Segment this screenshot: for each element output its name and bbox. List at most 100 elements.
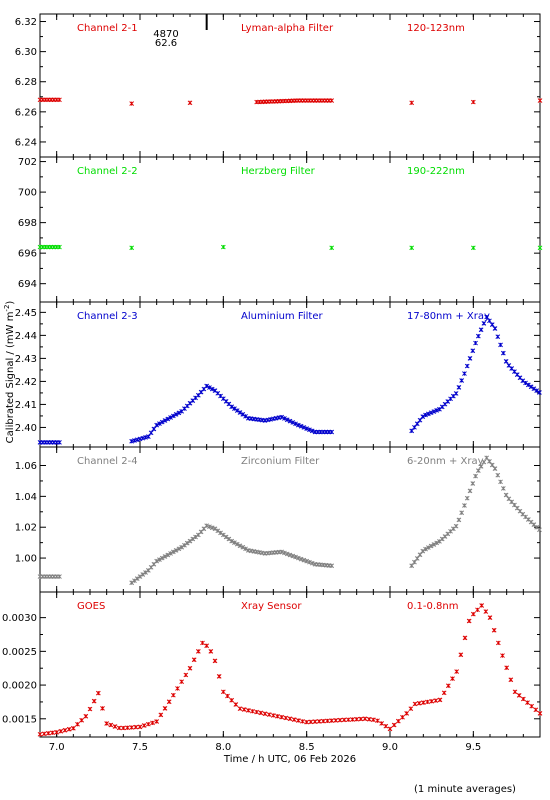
data-point [91, 698, 97, 704]
data-point [162, 418, 168, 423]
data-point [500, 486, 506, 491]
data-point [179, 679, 185, 685]
data-point [459, 510, 465, 516]
data-point [391, 722, 397, 728]
data-point [462, 503, 467, 508]
data-point [159, 555, 165, 561]
panel-channel-label: Channel 2-1 [77, 23, 138, 34]
y-tick-label: 6.32 [15, 17, 37, 28]
data-point [409, 563, 415, 569]
data-point [431, 409, 437, 414]
data-point [459, 378, 465, 383]
data-point [525, 700, 530, 705]
data-point [193, 534, 198, 540]
data-point [433, 698, 439, 703]
data-point [301, 557, 307, 563]
data-point [537, 98, 543, 103]
data-point [293, 554, 298, 560]
data-point [241, 707, 247, 712]
data-point [329, 245, 335, 251]
x-tick-label: 8.5 [299, 742, 315, 753]
data-point [212, 526, 218, 532]
data-point [284, 551, 290, 557]
data-point [495, 472, 501, 478]
data-point [62, 727, 68, 733]
data-point [234, 408, 240, 413]
data-point [143, 570, 148, 575]
data-point [454, 669, 460, 674]
data-point [95, 690, 101, 696]
data-point [50, 730, 55, 736]
data-point [209, 525, 215, 531]
data-point [516, 693, 522, 698]
y-tick-label: 6.28 [15, 77, 37, 88]
panel-filter-label: Aluminium Filter [241, 311, 324, 322]
panel-channel-label: GOES [77, 601, 105, 612]
data-point [308, 719, 314, 725]
data-point [220, 532, 226, 538]
data-point [158, 712, 164, 718]
data-point [309, 560, 315, 566]
data-point [266, 712, 272, 717]
data-point [503, 492, 509, 498]
data-point [173, 547, 179, 553]
data-point [254, 709, 260, 715]
data-point [170, 413, 176, 419]
data-point [453, 523, 459, 529]
data-point [456, 385, 462, 390]
data-point [287, 716, 293, 722]
series-markers [37, 97, 543, 106]
data-point [100, 705, 105, 711]
data-point [478, 327, 484, 333]
data-point [204, 643, 210, 649]
y-tick-label: 2.42 [15, 377, 37, 388]
data-point [503, 358, 509, 364]
data-point [420, 548, 426, 554]
data-point [425, 545, 431, 550]
x-tick-label: 7.0 [49, 742, 65, 753]
data-point [481, 459, 487, 465]
data-point [229, 404, 235, 410]
data-point [208, 648, 214, 654]
data-point [470, 481, 476, 486]
data-point [423, 546, 428, 552]
data-point [484, 455, 490, 461]
data-point [184, 540, 190, 546]
data-point [408, 706, 414, 712]
y-tick-label: 1.00 [15, 554, 37, 565]
data-point [429, 698, 435, 704]
panel-filter-label: Herzberg Filter [241, 166, 316, 177]
data-point [125, 725, 130, 731]
data-point [54, 729, 60, 735]
data-point [170, 549, 176, 555]
data-point [462, 635, 468, 641]
data-point [284, 417, 290, 423]
data-point [498, 342, 503, 348]
data-point [168, 551, 173, 556]
panel-filter-label: Xray Sensor [241, 601, 302, 612]
data-point [409, 428, 415, 434]
data-point [420, 700, 426, 705]
data-point [240, 544, 246, 550]
panel-4: 1.00 1.02 1.04 1.06 Channel 2-4 Zirconium Fil… [15, 446, 542, 593]
data-point [417, 417, 423, 423]
annotation-line1: 4870 [153, 29, 178, 40]
data-point [279, 414, 285, 420]
data-point [104, 721, 110, 726]
data-point [57, 244, 62, 250]
x-axis-label: Time / h UTC, 06 Feb 2026 [223, 754, 356, 765]
data-point [229, 538, 235, 544]
y-tick-label: 2.43 [15, 354, 37, 365]
data-point [83, 713, 89, 719]
data-point [456, 517, 462, 523]
x-tick-label: 8.0 [215, 742, 231, 753]
data-point [108, 722, 114, 728]
data-point [533, 707, 539, 713]
data-point [362, 716, 368, 722]
data-point [523, 380, 528, 386]
data-point [283, 715, 289, 721]
x-tick-label: 9.5 [465, 742, 481, 753]
data-point [400, 714, 405, 720]
data-point [320, 718, 326, 724]
